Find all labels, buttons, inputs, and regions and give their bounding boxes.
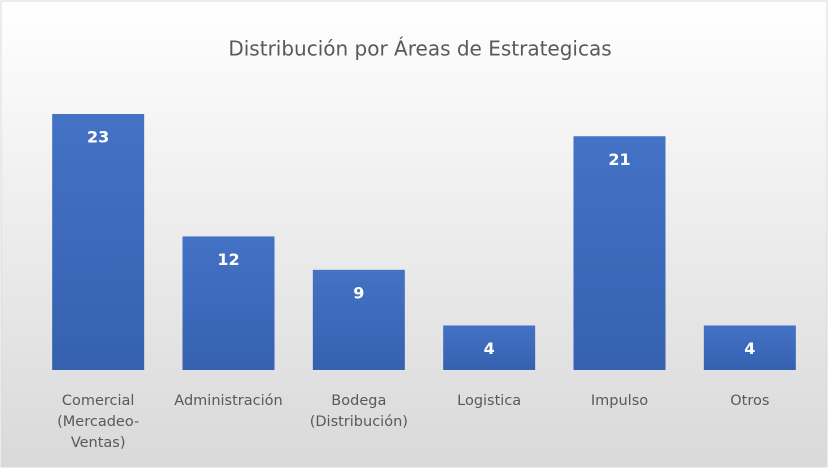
x-tick-label: Logistica (457, 393, 522, 409)
x-tick-label: Bodega (Distribución) (309, 393, 408, 430)
bar (52, 114, 145, 370)
data-label: 21 (608, 150, 630, 169)
data-label: 4 (744, 339, 755, 358)
x-tick-label: Administración (174, 393, 283, 409)
data-label: 12 (217, 250, 239, 269)
data-label: 9 (353, 283, 364, 302)
data-label: 4 (484, 339, 495, 358)
x-tick-label: Otros (730, 393, 770, 409)
bar (443, 325, 536, 370)
bar (182, 236, 275, 370)
chart-title: Distribución por Áreas de Estrategicas (228, 37, 611, 61)
data-label: 23 (87, 128, 109, 147)
bar (573, 136, 666, 370)
bar (312, 269, 405, 370)
x-tick-label: Comercial (Mercadeo-Ventas) (57, 393, 140, 451)
bar (703, 325, 796, 370)
x-tick-label: Impulso (590, 393, 649, 409)
